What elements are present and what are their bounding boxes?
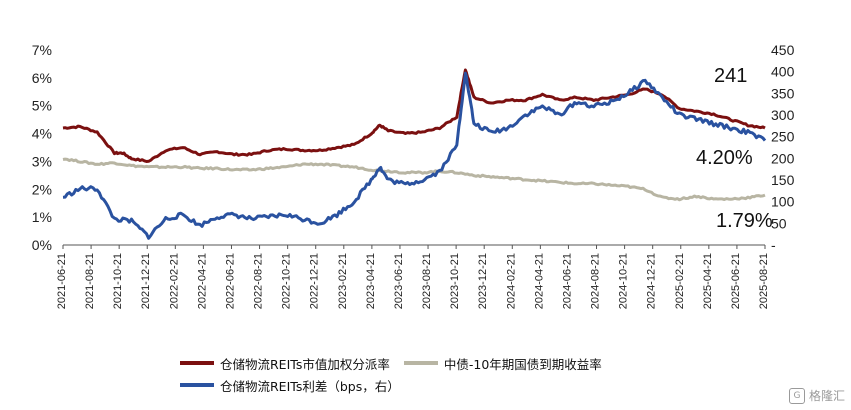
legend-swatch-spread — [180, 383, 214, 387]
x-axis-tick-label: 2024-04-21 — [533, 253, 545, 309]
x-axis-tick-label: 2023-10-21 — [449, 253, 461, 309]
annotation-bond-last: 1.79% — [716, 210, 773, 232]
right-y-axis: 450 400 350 300 250 200 150 100 50 - — [771, 42, 795, 253]
left-axis-tick-label: 1% — [32, 209, 52, 225]
right-axis-tick-label: 350 — [771, 85, 795, 101]
left-axis-tick-label: 5% — [32, 98, 52, 114]
right-axis-tick-label: 150 — [771, 172, 795, 188]
legend-label-bond-yield: 中债-10年期国债到期收益率 — [443, 356, 602, 372]
series-line-bond-yield — [62, 157, 766, 202]
x-axis-tick-label: 2024-02-21 — [505, 253, 517, 309]
right-axis-tick-label: 400 — [771, 64, 795, 80]
legend-swatch-bond-yield — [403, 361, 438, 365]
x-axis-tick-label: 2023-08-21 — [421, 253, 433, 309]
x-axis-tick-label: 2023-06-21 — [393, 253, 405, 309]
watermark-text: 格隆汇 — [808, 389, 845, 403]
watermark-logo-icon: G — [788, 387, 805, 404]
chart-legend: 仓储物流REITs市值加权分派率 中债-10年期国债到期收益率 仓储物流REIT… — [180, 352, 820, 396]
legend-label-distribution-rate: 仓储物流REITs市值加权分派率 — [220, 356, 390, 372]
left-axis-tick-label: 0% — [32, 237, 52, 253]
right-axis-tick-label: 450 — [771, 42, 795, 58]
left-axis-tick-label: 2% — [32, 181, 52, 197]
x-axis-tick-label: 2022-12-21 — [309, 253, 321, 309]
x-axis-tick-label: 2025-08-21 — [758, 253, 770, 309]
left-axis-tick-label: 7% — [32, 42, 52, 58]
legend-swatch-distribution-rate — [180, 361, 214, 365]
right-axis-tick-label: 300 — [771, 107, 795, 123]
x-axis-tick-label: 2024-10-21 — [618, 253, 630, 309]
annotation-distribution-last: 4.20% — [696, 147, 753, 169]
x-axis-tick-label: 2022-10-21 — [281, 253, 293, 309]
legend-item-distribution-rate: 仓储物流REITs市值加权分派率 — [180, 354, 390, 373]
right-axis-tick-label: - — [771, 237, 776, 253]
x-axis-tick-label: 2021-06-21 — [56, 253, 68, 309]
x-axis-tick-label: 2021-08-21 — [84, 253, 96, 309]
x-axis: 2021-06-21 2021-08-21 2021-10-21 2021-12-21… — [56, 244, 770, 309]
x-axis-tick-label: 2023-12-21 — [477, 253, 489, 309]
x-axis-tick-label: 2022-06-21 — [224, 253, 236, 309]
legend-item-spread: 仓储物流REITs利差（bps，右） — [180, 376, 400, 395]
x-axis-tick-label: 2024-06-21 — [561, 253, 573, 309]
legend-label-spread: 仓储物流REITs利差（bps，右） — [220, 378, 400, 394]
legend-item-bond-yield: 中债-10年期国债到期收益率 — [403, 354, 602, 373]
x-axis-tick-label: 2025-04-21 — [702, 253, 714, 309]
x-axis-tick-label: 2025-06-21 — [730, 253, 742, 309]
x-axis-tick-label: 2023-04-21 — [365, 253, 377, 309]
x-axis-tick-label: 2022-02-21 — [168, 253, 180, 309]
series-line-spread — [62, 71, 767, 240]
right-axis-tick-label: 250 — [771, 129, 795, 145]
x-axis-tick-label: 2024-12-21 — [646, 253, 658, 309]
right-axis-tick-label: 100 — [771, 194, 795, 210]
left-axis-tick-label: 6% — [32, 70, 52, 86]
left-axis-tick-label: 3% — [32, 153, 52, 169]
right-axis-tick-label: 200 — [771, 150, 795, 166]
x-axis-tick-label: 2024-08-21 — [590, 253, 602, 309]
right-axis-tick-label: 50 — [771, 215, 787, 231]
series-layer — [62, 68, 767, 240]
x-axis-tick-label: 2022-04-21 — [196, 253, 208, 309]
annotation-spread-last: 241 — [714, 65, 747, 87]
line-chart: 7% 6% 5% 4% 3% 2% 1% 0% 450 400 350 300 250 200 150 10… — [32, 42, 795, 309]
x-axis-tick-label: 2021-12-21 — [140, 253, 152, 309]
x-axis-tick-label: 2023-02-21 — [337, 253, 349, 309]
x-axis-tick-label: 2025-02-21 — [674, 253, 686, 309]
left-y-axis: 7% 6% 5% 4% 3% 2% 1% 0% — [32, 42, 52, 253]
series-line-distribution-rate — [62, 68, 766, 163]
watermark: G 格隆汇 — [788, 387, 845, 404]
left-axis-tick-label: 4% — [32, 126, 52, 142]
x-axis-tick-label: 2022-08-21 — [253, 253, 265, 309]
x-axis-tick-label: 2021-10-21 — [112, 253, 124, 309]
